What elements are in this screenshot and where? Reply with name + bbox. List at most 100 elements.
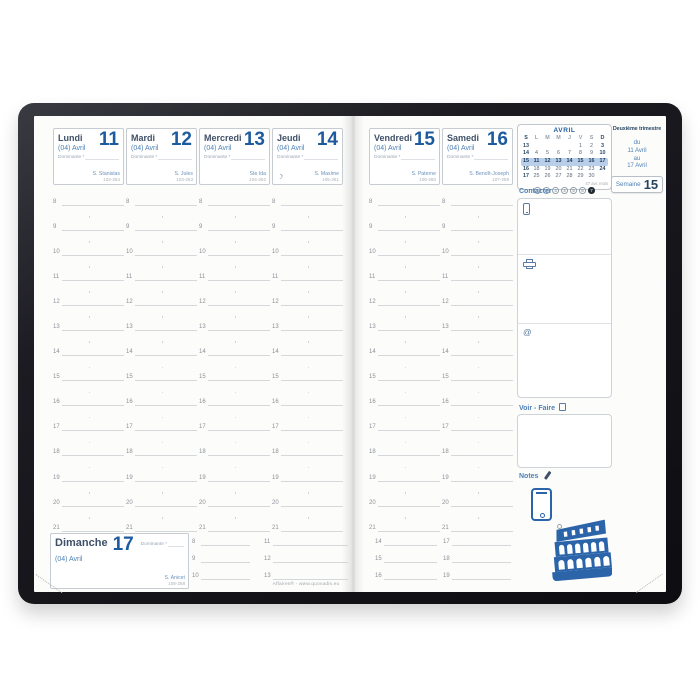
hour-line	[281, 204, 343, 206]
hour-row: 19	[272, 473, 343, 498]
writing-line	[401, 159, 435, 160]
day-name: Lundi	[58, 133, 83, 143]
contact-section-box: @	[517, 198, 612, 398]
day-month: (04) Avril	[374, 145, 402, 152]
hour-row: 12	[369, 297, 440, 322]
hour-line	[281, 254, 343, 256]
saint-name: S. Anicet	[164, 575, 185, 581]
half-hour-dot	[88, 517, 90, 519]
hour-row: 18	[53, 448, 124, 473]
hour-label: 19	[272, 474, 279, 481]
half-hour-dot	[307, 441, 309, 444]
page-gutter	[342, 116, 364, 592]
writing-line	[168, 546, 184, 547]
hour-label: 21	[126, 524, 133, 531]
hour-label: 10	[53, 248, 60, 255]
hour-label: 19	[369, 474, 376, 481]
hour-row: 17	[199, 423, 270, 448]
day-number: 14	[316, 129, 338, 150]
hour-line	[135, 380, 197, 382]
sunday-hours-group: 8 9 10	[192, 537, 250, 589]
hour-row: 15	[272, 373, 343, 398]
week-number: 15	[643, 177, 659, 193]
sunday-hour-row: 11	[264, 537, 348, 554]
hour-label: 17	[442, 424, 449, 431]
hour-row: 14	[126, 348, 197, 373]
hour-line	[451, 304, 513, 306]
hour-row: 9	[272, 222, 343, 247]
hour-line	[208, 530, 270, 532]
hour-row: 10	[199, 247, 270, 272]
half-hour-dot	[161, 492, 163, 494]
writing-line	[231, 159, 265, 160]
hour-line	[135, 355, 197, 357]
hour-row: 11	[199, 272, 270, 297]
hour-line	[451, 204, 513, 206]
day-count: 103-263	[176, 177, 193, 182]
hour-row: 20	[272, 498, 343, 523]
reference-mark: 1	[534, 187, 541, 194]
half-hour-dot	[404, 517, 406, 519]
contact-section-label: Contacter	[519, 188, 552, 195]
hour-line	[135, 304, 197, 306]
half-hour-dot	[477, 492, 479, 494]
calendar-week-row: 14 4 5 6 7 8 9 10	[523, 150, 606, 157]
calendar-week-row: 16 18 19 20 21 22 23 24	[523, 165, 606, 172]
hour-label: 15	[199, 374, 206, 381]
hour-label: 16	[442, 399, 449, 406]
hour-row: 16	[369, 398, 440, 423]
half-hour-dot	[404, 466, 406, 469]
half-hour-dot	[161, 241, 163, 243]
hour-grid: 8 9 10 11 12 13 14 15 16	[442, 197, 513, 548]
hour-line	[208, 355, 270, 357]
day-header: Jeudi 14 (04) Avril Dominante * ☽ S. Max…	[272, 128, 343, 185]
range-to-value: 17 Avril	[627, 163, 647, 170]
half-hour-dot	[307, 241, 309, 243]
hour-label: 10	[126, 248, 133, 255]
hour-label: 15	[369, 374, 376, 381]
hour-line	[451, 505, 513, 507]
hour-label: 13	[442, 323, 449, 330]
day-count: 105-261	[322, 177, 339, 182]
hour-label: 13	[199, 323, 206, 330]
hour-label: 20	[53, 499, 60, 506]
day-month: (04) Avril	[204, 145, 232, 152]
hour-row: 21	[272, 523, 343, 548]
colosseum-illustration	[552, 519, 612, 582]
day-column: Mercredi 13 (04) Avril Dominante * Ste I…	[199, 128, 270, 580]
half-hour-dot	[234, 366, 236, 369]
half-hour-dot	[234, 466, 236, 469]
hour-row: 17	[272, 423, 343, 448]
dominante-label: Dominante *	[140, 542, 168, 547]
reference-mark: 6	[579, 187, 586, 194]
half-hour-dot	[404, 366, 406, 369]
hour-row: 15	[369, 373, 440, 398]
day-number: 12	[170, 129, 192, 150]
sunday-name: Dimanche	[55, 537, 108, 549]
hour-line	[62, 304, 124, 306]
hour-row: 12	[442, 297, 513, 322]
hour-label: 18	[442, 449, 449, 456]
hour-row: 12	[53, 297, 124, 322]
sunday-number: 17	[112, 534, 134, 555]
day-number: 16	[486, 129, 508, 150]
hour-row: 16	[442, 398, 513, 423]
half-hour-dot	[234, 391, 236, 394]
hour-label: 17	[272, 424, 279, 431]
hour-label: 17	[53, 424, 60, 431]
day-count: 102-264	[103, 177, 120, 182]
hour-line	[378, 329, 440, 331]
hour-line	[62, 229, 124, 231]
hour-line	[451, 430, 513, 432]
hour-label: 18	[199, 449, 206, 456]
half-hour-dot	[88, 492, 90, 494]
hour-row: 8	[272, 197, 343, 222]
hour-line	[135, 480, 197, 482]
hour-row: 18	[442, 448, 513, 473]
half-hour-dot	[161, 266, 163, 268]
hour-row: 13	[199, 322, 270, 347]
hour-line	[378, 355, 440, 357]
hour-line	[62, 455, 124, 457]
hour-label: 14	[199, 349, 206, 356]
